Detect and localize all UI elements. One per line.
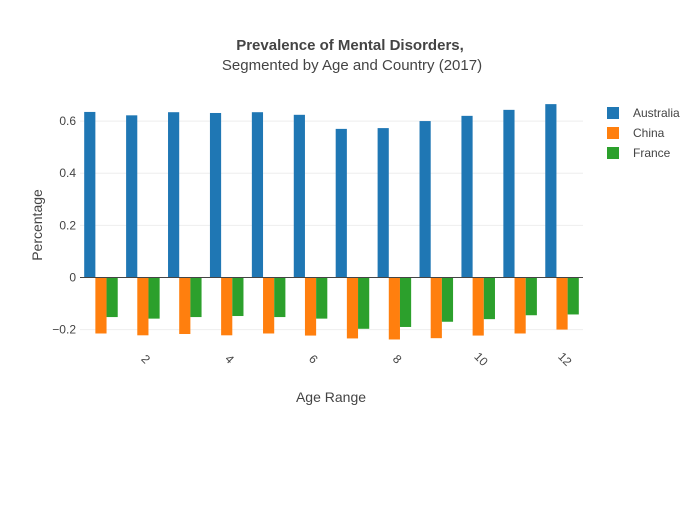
bar-france[interactable] — [567, 277, 579, 315]
x-tick-label: 4 — [222, 352, 237, 367]
bar-australia[interactable] — [209, 112, 222, 278]
bar-china[interactable] — [472, 277, 484, 336]
chart-title: Prevalence of Mental Disorders, — [236, 37, 464, 54]
bar-france[interactable] — [483, 277, 495, 320]
y-tick-label: 0.6 — [59, 114, 76, 128]
chart-subtitle: Segmented by Age and Country (2017) — [222, 57, 482, 74]
x-tick-label: 6 — [306, 352, 321, 367]
legend-swatch — [607, 107, 619, 119]
bar-china[interactable] — [263, 277, 275, 334]
y-tick-label: −0.2 — [52, 323, 76, 337]
y-tick-label: 0.2 — [59, 218, 76, 232]
bar-australia[interactable] — [335, 128, 347, 278]
gridlines — [80, 120, 583, 331]
bar-china[interactable] — [514, 277, 526, 334]
y-tick-label: 0 — [69, 270, 76, 284]
bar-france[interactable] — [399, 277, 412, 327]
x-tick-label: 10 — [471, 349, 491, 369]
bar-france[interactable] — [232, 277, 244, 317]
bar-china[interactable] — [430, 277, 442, 339]
bar-china[interactable] — [388, 277, 400, 340]
bar-france[interactable] — [525, 277, 537, 316]
bar-australia[interactable] — [293, 114, 305, 278]
x-axis-title: Age Range — [296, 389, 366, 405]
bar-australia[interactable] — [377, 128, 389, 278]
bar-france[interactable] — [190, 277, 202, 318]
bar-australia[interactable] — [168, 112, 180, 278]
legend[interactable]: Australia China France — [607, 106, 680, 160]
bar-australia[interactable] — [251, 112, 264, 278]
bar-france[interactable] — [106, 277, 118, 318]
y-tick-label: 0.4 — [59, 166, 76, 180]
bar-australia[interactable] — [84, 111, 96, 278]
legend-swatch — [607, 127, 619, 139]
bar-france[interactable] — [441, 277, 454, 322]
bars — [84, 104, 579, 340]
legend-item-france[interactable]: France — [607, 146, 671, 160]
bar-china[interactable] — [304, 277, 317, 336]
legend-swatch — [607, 147, 619, 159]
bar-france[interactable] — [148, 277, 160, 319]
bar-france[interactable] — [316, 277, 328, 319]
bar-australia[interactable] — [419, 121, 431, 278]
bar-australia[interactable] — [545, 104, 557, 278]
legend-label: France — [633, 146, 671, 160]
bar-china[interactable] — [346, 277, 359, 339]
bar-france[interactable] — [274, 277, 286, 318]
legend-item-china[interactable]: China — [607, 126, 665, 140]
y-axis-title: Percentage — [29, 189, 45, 261]
legend-label: Australia — [633, 106, 680, 120]
bar-china[interactable] — [556, 277, 568, 330]
bar-australia[interactable] — [503, 109, 515, 278]
bar-china[interactable] — [137, 277, 149, 336]
bar-china[interactable] — [179, 277, 191, 335]
bar-australia[interactable] — [461, 115, 473, 278]
x-tick-label: 12 — [555, 349, 575, 369]
bar-china[interactable] — [221, 277, 233, 336]
bar-australia[interactable] — [126, 115, 138, 278]
bar-france[interactable] — [358, 277, 370, 329]
x-tick-label: 8 — [390, 352, 405, 367]
x-tick-label: 2 — [138, 352, 153, 367]
legend-item-australia[interactable]: Australia — [607, 106, 680, 120]
bar-china[interactable] — [95, 277, 107, 334]
legend-label: China — [633, 126, 665, 140]
